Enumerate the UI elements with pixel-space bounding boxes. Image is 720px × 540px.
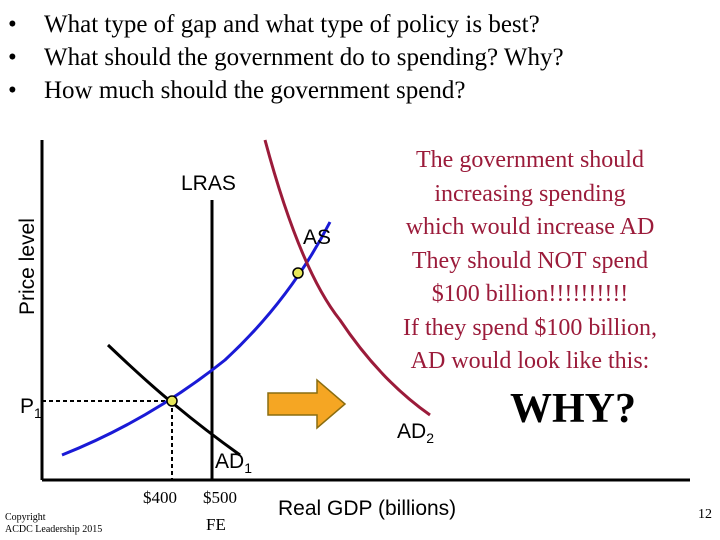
tick-500-label: $500 (203, 488, 237, 507)
explanation-line: increasing spending (434, 180, 626, 207)
shift-right-arrow-icon (267, 378, 347, 430)
equilibrium-point-1 (166, 395, 178, 407)
tick-400-label: $400 (143, 488, 177, 507)
explanation-line: If they spend $100 billion, (403, 314, 657, 341)
bullet-marker: • (8, 11, 17, 38)
copyright-line: ACDC Leadership 2015 (5, 524, 103, 535)
ad2-label: AD2 (397, 420, 434, 446)
copyright-notice: Copyright ACDC Leadership 2015 (5, 512, 102, 536)
question-item: • What type of gap and what type of polic… (8, 8, 564, 41)
x-axis-label: Real GDP (billions) (278, 497, 456, 520)
question-list: • What type of gap and what type of polic… (8, 8, 564, 107)
why-heading: WHY? (510, 386, 636, 432)
as-label: AS (303, 226, 331, 249)
question-text: What type of gap and what type of policy… (44, 11, 540, 38)
y-axis-label: Price level (16, 218, 39, 315)
question-item: • How much should the government spend? (8, 74, 564, 107)
ad2-curve (263, 139, 431, 417)
explanation-line: $100 billion!!!!!!!!!! (431, 281, 629, 307)
explanation-line: They should NOT spend (411, 247, 649, 274)
as-curve (61, 221, 332, 457)
full-employment-label: FE (206, 515, 226, 534)
ad1-label: AD1 (215, 450, 252, 476)
page-number: 12 (698, 507, 712, 522)
bullet-marker: • (8, 44, 17, 71)
lras-label: LRAS (181, 172, 236, 195)
question-text: What should the government do to spendin… (44, 44, 564, 71)
equilibrium-point-2 (292, 267, 304, 279)
explanation-text: The government should increasing spendin… (340, 144, 720, 379)
explanation-line: which would increase AD (405, 214, 655, 240)
p1-label: P1 (20, 395, 42, 421)
explanation-line: AD would look like this: (410, 348, 650, 374)
explanation-line: The government should (416, 147, 644, 173)
question-item: • What should the government do to spendi… (8, 41, 564, 74)
copyright-line: Copyright (5, 512, 46, 523)
question-text: How much should the government spend? (44, 77, 466, 104)
bullet-marker: • (8, 77, 17, 104)
